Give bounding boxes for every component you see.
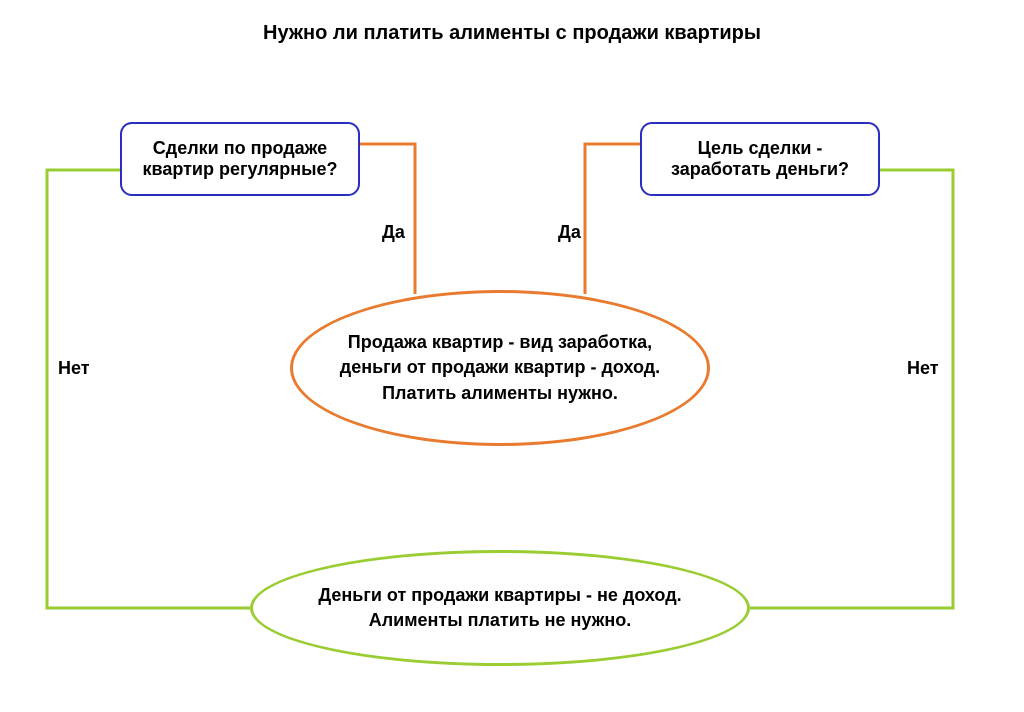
question-goal-money: Цель сделки -заработать деньги? [640,122,880,196]
outcome-no-alimony: Деньги от продажи квартиры - не доход.Ал… [250,550,750,666]
outcome-no-alimony-text: Деньги от продажи квартиры - не доход.Ал… [253,583,747,633]
question-regular-sales: Сделки по продажеквартир регулярные? [120,122,360,196]
edge-yes-right [585,144,640,294]
label-no-right: Нет [907,358,939,379]
label-yes-right: Да [558,222,581,243]
label-no-left: Нет [58,358,90,379]
diagram-title: Нужно ли платить алименты с продажи квар… [0,22,1024,45]
edge-yes-left [360,144,415,294]
edge-no-left [47,170,250,608]
question-goal-money-text: Цель сделки -заработать деньги? [671,138,849,180]
edge-no-right [750,170,953,608]
outcome-pay-alimony-text: Продажа квартир - вид заработка,деньги о… [293,330,707,406]
label-yes-left: Да [382,222,405,243]
question-regular-sales-text: Сделки по продажеквартир регулярные? [143,138,338,180]
outcome-pay-alimony: Продажа квартир - вид заработка,деньги о… [290,290,710,446]
